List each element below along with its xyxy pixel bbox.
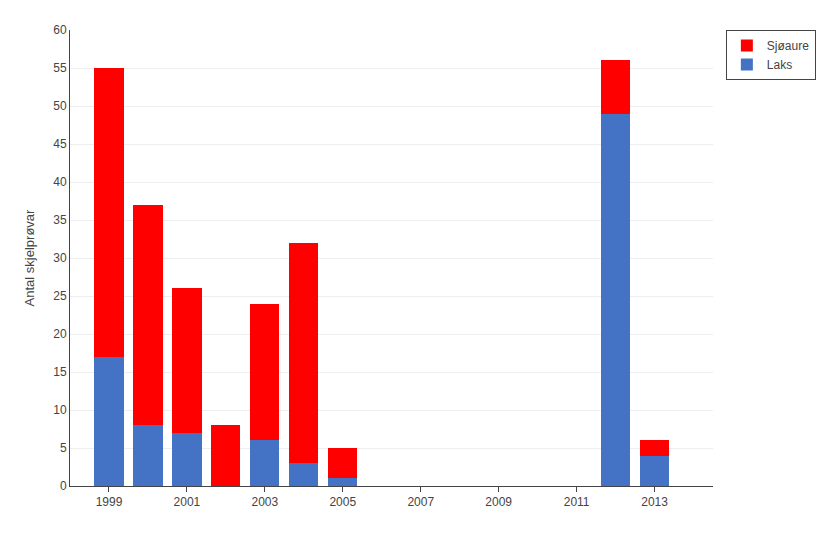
svg-text:15: 15 (53, 365, 67, 379)
svg-text:0: 0 (60, 479, 67, 493)
svg-text:50: 50 (53, 99, 67, 113)
svg-text:Antal skjelprøvar: Antal skjelprøvar (22, 209, 37, 306)
svg-text:40: 40 (53, 175, 67, 189)
svg-text:20: 20 (53, 327, 67, 341)
svg-text:30: 30 (53, 251, 67, 265)
svg-text:55: 55 (53, 61, 67, 75)
svg-text:25: 25 (53, 289, 67, 303)
svg-text:2011: 2011 (564, 495, 590, 509)
svg-text:2007: 2007 (407, 495, 434, 509)
svg-text:2013: 2013 (641, 495, 668, 509)
svg-text:45: 45 (53, 137, 67, 151)
svg-text:2001: 2001 (174, 495, 201, 509)
svg-text:Sjøaure: Sjøaure (767, 39, 809, 53)
svg-text:2005: 2005 (329, 495, 356, 509)
svg-text:Laks: Laks (767, 58, 792, 72)
svg-text:2003: 2003 (251, 495, 278, 509)
svg-text:1999: 1999 (96, 495, 123, 509)
svg-text:5: 5 (60, 441, 67, 455)
svg-text:35: 35 (53, 213, 67, 227)
svg-text:2009: 2009 (485, 495, 512, 509)
svg-text:10: 10 (53, 403, 67, 417)
svg-text:60: 60 (53, 23, 67, 37)
